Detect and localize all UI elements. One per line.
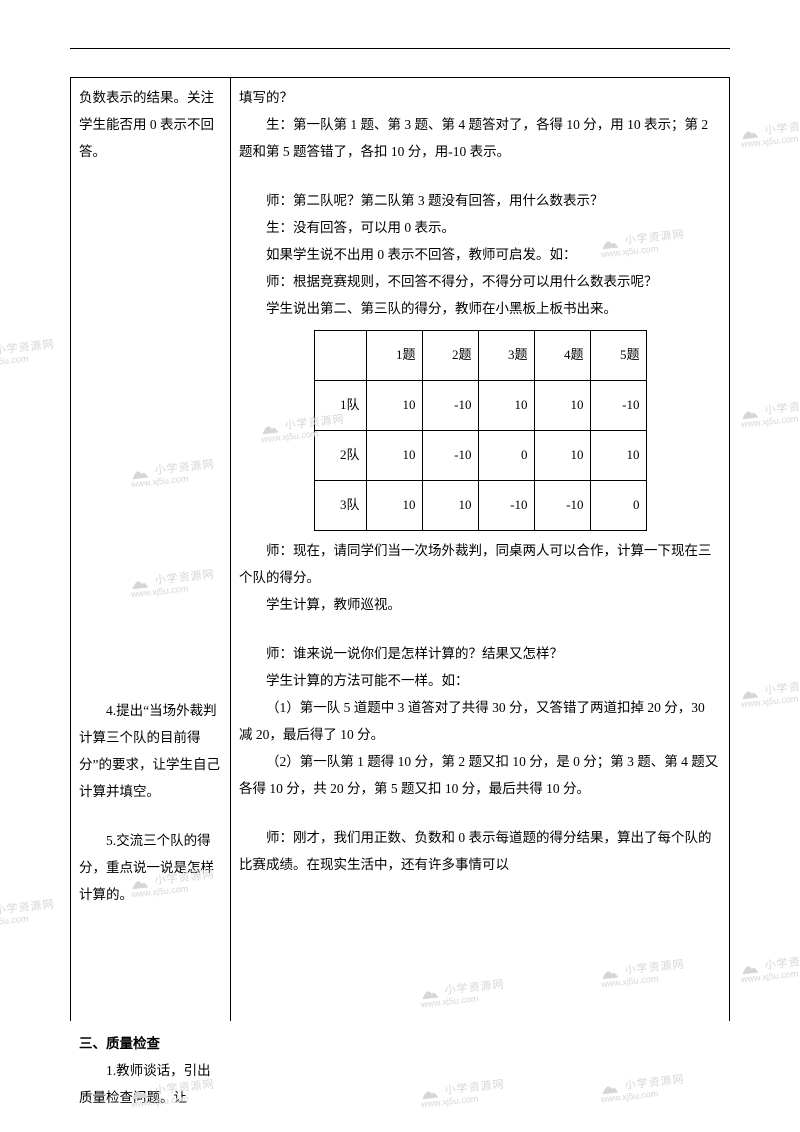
watermark-icon: 小学资源网www.xj5u.com xyxy=(0,336,56,370)
cell: 0 xyxy=(478,431,534,481)
left-p1: 负数表示的结果。关注学生能否用 0 表示不回答。 xyxy=(79,84,222,165)
col-h4: 4题 xyxy=(534,331,590,381)
row-label: 2队 xyxy=(314,431,366,481)
r-s1: 生：第一队第 1 题、第 3 题、第 4 题答对了，各得 10 分，用 10 表… xyxy=(239,111,721,165)
cell: 10 xyxy=(534,381,590,431)
table-row: 2队 10 -10 0 10 10 xyxy=(314,431,646,481)
watermark-icon: 小学资源网www.xj5u.com xyxy=(739,116,800,150)
left-p5: 5.交流三个队的得分，重点说一说是怎样计算的。 xyxy=(79,827,222,908)
left-p4: 4.提出“当场外裁判计算三个队的目前得分”的要求，让学生自己计算并填空。 xyxy=(79,697,222,805)
r-n2: 学生说出第二、第三队的得分，教师在小黑板上板书出来。 xyxy=(239,295,721,322)
col-h2: 2题 xyxy=(422,331,478,381)
r-n1: 如果学生说不出用 0 表示不回答，教师可启发。如： xyxy=(239,241,721,268)
watermark-icon: 小学资源网www.xj5u.com xyxy=(599,1071,686,1105)
row-label: 3队 xyxy=(314,481,366,531)
table-row: 3队 10 10 -10 -10 0 xyxy=(314,481,646,531)
col-h5: 5题 xyxy=(590,331,646,381)
cell: -10 xyxy=(422,431,478,481)
r-s2: 生：没有回答，可以用 0 表示。 xyxy=(239,214,721,241)
r-t4: 师：谁来说一说你们是怎样计算的？结果又怎样？ xyxy=(239,640,721,667)
col-h1: 1题 xyxy=(366,331,422,381)
row-label: 1队 xyxy=(314,381,366,431)
cell: -10 xyxy=(534,481,590,531)
header-rule xyxy=(70,48,730,49)
watermark-icon: 小学资源网www.xj5u.com xyxy=(419,1076,506,1110)
right-column: 填写的？ 生：第一队第 1 题、第 3 题、第 4 题答对了，各得 10 分，用… xyxy=(231,78,729,1021)
r-n3: 学生计算，教师巡视。 xyxy=(239,591,721,618)
table-header-row: 1题 2题 3题 4题 5题 xyxy=(314,331,646,381)
table-row: 1队 10 -10 10 10 -10 xyxy=(314,381,646,431)
cell: 10 xyxy=(366,481,422,531)
left-p6: 1.教师谈话，引出质量检查问题。让 xyxy=(79,1057,222,1111)
watermark-icon: 小学资源网www.xj5u.com xyxy=(739,951,800,985)
cell: -10 xyxy=(590,381,646,431)
score-table: 1题 2题 3题 4题 5题 1队 10 -10 10 10 -10 2队 10 xyxy=(314,330,647,531)
r-t3: 师：现在，请同学们当一次场外裁判，同桌两人可以合作，计算一下现在三个队的得分。 xyxy=(239,537,721,591)
r-t2: 师：根据竞赛规则，不回答不得分，不得分可以用什么数表示呢？ xyxy=(239,268,721,295)
cell: -10 xyxy=(478,481,534,531)
watermark-icon: 小学资源网www.xj5u.com xyxy=(0,896,56,930)
r-t1: 师：第二队呢？第二队第 3 题没有回答，用什么数表示？ xyxy=(239,187,721,214)
col-h3: 3题 xyxy=(478,331,534,381)
section3-title: 三、质量检查 xyxy=(79,1030,222,1057)
cell: 10 xyxy=(478,381,534,431)
left-column: 负数表示的结果。关注学生能否用 0 表示不回答。 4.提出“当场外裁判计算三个队… xyxy=(71,78,231,1021)
watermark-icon: 小学资源网www.xj5u.com xyxy=(739,396,800,430)
r-q1: 填写的？ xyxy=(239,84,721,111)
r-n4: 学生计算的方法可能不一样。如： xyxy=(239,667,721,694)
corner-cell xyxy=(314,331,366,381)
cell: 10 xyxy=(366,381,422,431)
cell: 10 xyxy=(534,431,590,481)
cell: -10 xyxy=(422,381,478,431)
page-container: 负数表示的结果。关注学生能否用 0 表示不回答。 4.提出“当场外裁判计算三个队… xyxy=(0,0,800,1071)
watermark-icon: 小学资源网www.xj5u.com xyxy=(739,676,800,710)
r-m2: （2）第一队第 1 题得 10 分，第 2 题又扣 10 分，是 0 分；第 3… xyxy=(239,748,721,802)
cell: 10 xyxy=(366,431,422,481)
r-m1: （1）第一队 5 道题中 3 道答对了共得 30 分，又答错了两道扣掉 20 分… xyxy=(239,694,721,748)
cell: 10 xyxy=(590,431,646,481)
cell: 10 xyxy=(422,481,478,531)
cell: 0 xyxy=(590,481,646,531)
r-t5: 师：刚才，我们用正数、负数和 0 表示每道题的得分结果，算出了每个队的比赛成绩。… xyxy=(239,824,721,878)
two-column-frame: 负数表示的结果。关注学生能否用 0 表示不回答。 4.提出“当场外裁判计算三个队… xyxy=(70,77,730,1021)
